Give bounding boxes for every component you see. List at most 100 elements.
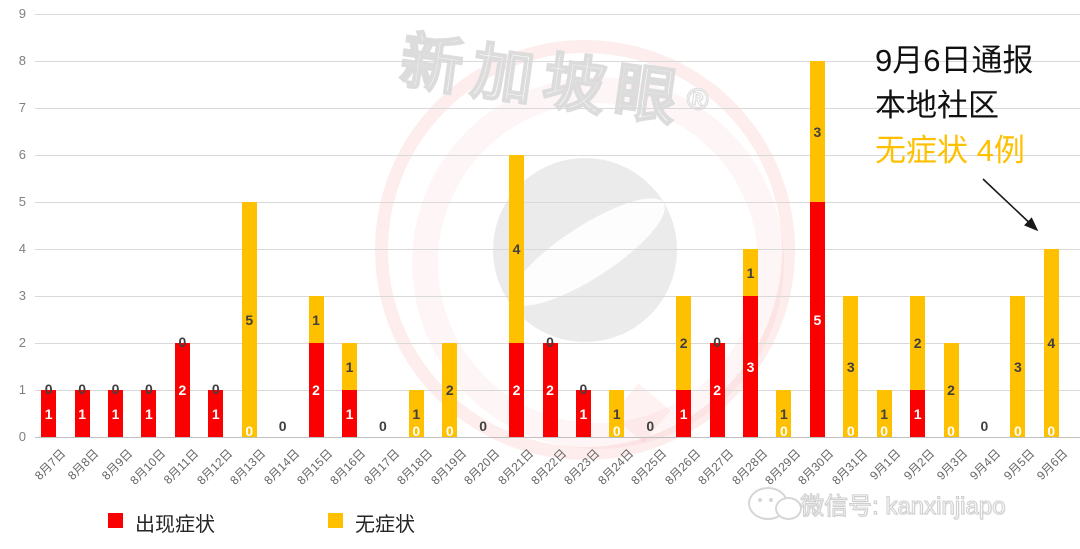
bar-segment-asymptomatic	[943, 343, 959, 437]
bar-value-label-asymptomatic: 4	[512, 241, 521, 257]
bar-segment-symptomatic	[108, 390, 124, 437]
bar-value-label-symptomatic: 1	[211, 405, 220, 422]
x-axis-label: 8月31日	[829, 446, 871, 488]
bar-segment-asymptomatic	[843, 296, 859, 437]
x-axis-label: 8月15日	[294, 446, 336, 488]
bar-segment-asymptomatic	[676, 296, 692, 390]
bar-segment-symptomatic	[809, 202, 825, 437]
x-axis-label: 8月27日	[695, 446, 737, 488]
bar-value-label-asymptomatic: 0	[78, 381, 87, 397]
bar-value-label-asymptomatic: 1	[345, 358, 354, 375]
wechat-id-watermark: 微信号: kanxinjiapo	[799, 493, 1006, 521]
bar-value-label-asymptomatic: 2	[913, 335, 922, 351]
y-axis-label: 6	[18, 147, 26, 162]
bar-segment-asymptomatic	[776, 390, 792, 437]
bar-segment-symptomatic	[41, 390, 57, 437]
bar-segment-asymptomatic	[308, 296, 324, 343]
bar-value-label-asymptomatic: 0	[145, 381, 153, 397]
bar-segment-symptomatic	[141, 390, 157, 437]
bar-segment-asymptomatic	[1010, 296, 1026, 437]
bar-value-label-asymptomatic: 3	[1013, 358, 1022, 375]
gridline	[35, 60, 1080, 62]
y-axis-label: 5	[18, 194, 26, 209]
bar-segment-asymptomatic	[743, 249, 759, 296]
x-axis-label: 8月16日	[327, 446, 369, 488]
bar-segment-asymptomatic	[442, 343, 458, 437]
bar-value-label-asymptomatic: 1	[412, 405, 421, 422]
legend-swatch-asymptomatic	[328, 513, 343, 528]
registered-trademark-icon: ®	[684, 81, 711, 118]
gridline	[35, 342, 1080, 344]
bar-segment-symptomatic	[174, 343, 190, 437]
x-axis-label: 9月6日	[1034, 446, 1071, 483]
annotation-line-2: 本地社区	[875, 88, 999, 123]
bar-segment-asymptomatic	[910, 296, 926, 390]
gridline	[35, 107, 1080, 109]
bar-segment-asymptomatic	[241, 202, 257, 437]
x-axis-label: 8月13日	[227, 446, 269, 488]
bar-segment-symptomatic	[341, 390, 357, 437]
bar-value-label-asymptomatic: 0	[646, 418, 655, 434]
bar-value-label-asymptomatic: 4	[1047, 335, 1056, 351]
bar-value-label-symptomatic: 1	[679, 405, 688, 422]
bar-value-label-symptomatic: 1	[145, 405, 153, 422]
legend-label-asymptomatic: 无症状	[355, 514, 415, 536]
bar-value-label-symptomatic: 3	[746, 358, 755, 375]
bar-value-label-asymptomatic: 2	[445, 382, 454, 398]
bar-value-label-asymptomatic: 1	[880, 405, 889, 422]
bar-value-label-asymptomatic: 1	[312, 311, 320, 328]
y-axis-label: 1	[18, 382, 26, 397]
y-axis-label: 7	[18, 100, 26, 115]
y-axis-label: 4	[18, 241, 26, 256]
bar-value-label-asymptomatic: 0	[980, 418, 989, 434]
bar-value-label-symptomatic: 2	[312, 382, 320, 398]
bar-segment-symptomatic	[575, 390, 591, 437]
bar-value-label-symptomatic: 0	[780, 423, 788, 439]
legend: 出现症状 无症状	[0, 505, 1080, 545]
x-axis-label: 8月17日	[361, 446, 403, 488]
bar-value-label-symptomatic: 1	[579, 405, 588, 422]
bar-value-label-asymptomatic: 0	[111, 381, 120, 397]
bar-segment-symptomatic	[743, 296, 759, 437]
x-axis-label: 9月5日	[1000, 446, 1038, 483]
gridline	[35, 389, 1080, 391]
bar-value-label-asymptomatic: 1	[746, 264, 755, 281]
bar-segment-asymptomatic	[509, 155, 525, 343]
bar-value-label-asymptomatic: 0	[278, 418, 287, 434]
bar-value-label-symptomatic: 0	[1013, 423, 1022, 439]
annotation-line-1: 9月6日通报	[875, 43, 1034, 78]
x-axis-label: 8月8日	[65, 446, 102, 483]
x-axis-label: 8月29日	[762, 446, 804, 488]
x-axis-label: 8月26日	[661, 446, 703, 488]
bar-value-label-symptomatic: 1	[913, 405, 922, 422]
bar-value-label-asymptomatic: 3	[813, 123, 822, 140]
bar-value-label-asymptomatic: 0	[479, 418, 488, 434]
bar-segment-symptomatic	[509, 343, 525, 437]
bar-value-label-symptomatic: 1	[44, 405, 53, 422]
bar-value-label-asymptomatic: 0	[579, 381, 588, 397]
gridline	[35, 295, 1080, 297]
bar-value-label-asymptomatic: 2	[947, 382, 955, 398]
bar-segment-symptomatic	[542, 343, 558, 437]
bar-segment-asymptomatic	[609, 390, 625, 437]
annotation-line-3: 无症状 4例	[875, 133, 1025, 168]
bar-value-label-asymptomatic: 1	[780, 405, 788, 422]
bar-segment-symptomatic	[910, 390, 926, 437]
bar-segment-symptomatic	[208, 390, 224, 437]
x-axis-label: 8月18日	[394, 446, 436, 488]
x-axis-label: 8月14日	[260, 446, 302, 488]
bar-value-label-asymptomatic: 2	[679, 335, 688, 351]
gridline	[35, 201, 1080, 203]
bar-value-label-symptomatic: 0	[880, 423, 889, 439]
bar-value-label-symptomatic: 5	[813, 311, 822, 328]
bar-value-label-symptomatic: 1	[78, 405, 87, 422]
bar-segment-symptomatic	[709, 343, 725, 437]
bar-value-label-asymptomatic: 3	[846, 358, 855, 375]
bar-value-label-asymptomatic: 0	[546, 334, 554, 350]
x-axis-label: 9月4日	[967, 446, 1004, 483]
x-axis-line	[35, 436, 1080, 438]
x-axis-label: 9月2日	[900, 446, 937, 483]
annotation-callout: 9月6日通报 本地社区 无症状 4例	[875, 38, 1033, 173]
bar-segment-asymptomatic	[408, 390, 424, 437]
